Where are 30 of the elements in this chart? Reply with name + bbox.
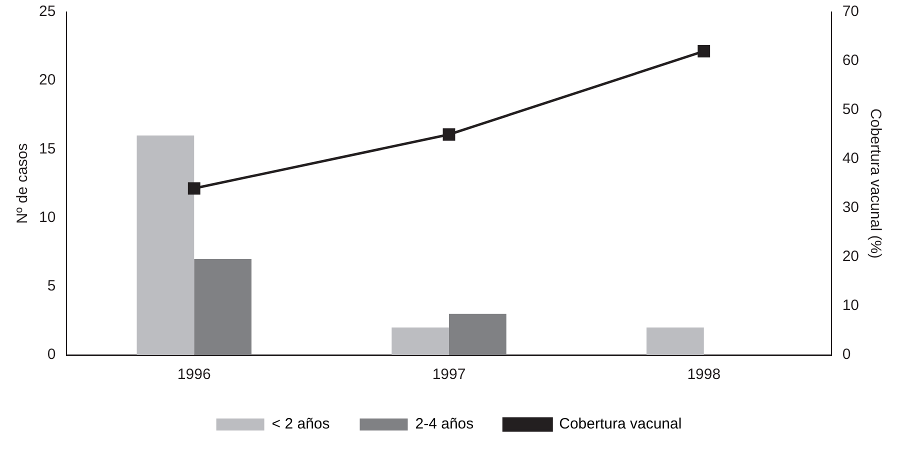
y2-tick-label: 30 — [842, 199, 860, 216]
y-tick-label: 10 — [38, 208, 56, 226]
bar — [194, 258, 252, 355]
y2-tick-label: 60 — [842, 52, 860, 70]
y2-axis-title: Cobertura vacunal (%) — [866, 108, 884, 259]
bar — [646, 328, 704, 355]
point — [698, 45, 710, 58]
x-tick-label: 1996 — [177, 366, 211, 384]
x-tick-label: 1997 — [432, 366, 466, 384]
y2-tick-label: 0 — [842, 346, 851, 364]
y-tick-label: 15 — [38, 140, 56, 158]
bar — [449, 314, 506, 355]
bar — [136, 135, 194, 355]
y2-tick-label: 40 — [842, 150, 860, 168]
legend-label: Cobertura vacunal — [559, 416, 682, 433]
legend-label: 2-4 años — [415, 416, 474, 433]
y-axis-title: Nº de casos — [14, 143, 32, 224]
bar — [392, 328, 449, 355]
y-tick-label: 0 — [47, 346, 56, 364]
y2-tick-label: 50 — [842, 101, 860, 118]
legend-label: < 2 años — [272, 416, 330, 433]
y2-tick-label: 20 — [842, 248, 860, 266]
point — [442, 128, 456, 141]
y2-tick-label: 10 — [842, 297, 860, 314]
y-tick-label: 20 — [38, 72, 56, 89]
x-tick-label: 1998 — [687, 366, 721, 384]
y-tick-label: 5 — [47, 278, 56, 295]
y-tick-label: 25 — [38, 3, 56, 20]
point — [188, 182, 200, 195]
y2-tick-label: 70 — [842, 3, 860, 20]
